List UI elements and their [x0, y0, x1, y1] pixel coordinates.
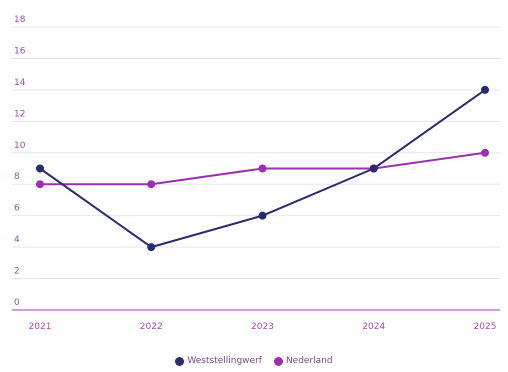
y-tick-label-18: 18	[14, 15, 26, 25]
data-point-weststellingwerf-2021	[36, 164, 44, 173]
y-tick-label-10: 10	[14, 141, 26, 151]
y-tick-label-14: 14	[14, 78, 26, 88]
y-tick-label-6: 6	[14, 204, 20, 214]
legend-item-weststellingwerf[interactable]: Weststellingwerf	[175, 356, 262, 366]
legend-marker-weststellingwerf	[175, 356, 185, 366]
x-tick-label-2024: 2024	[362, 322, 385, 332]
legend-item-nederland[interactable]: Nederland	[273, 356, 333, 366]
data-point-weststellingwerf-2024	[369, 164, 378, 173]
data-point-weststellingwerf-2025	[481, 85, 489, 94]
data-point-nederland-2022	[147, 180, 156, 189]
legend-label-nederland: Nederland	[285, 356, 333, 366]
y-tick-label-0: 0	[14, 298, 20, 308]
legend-label-weststellingwerf: Weststellingwerf	[187, 356, 262, 366]
y-tick-label-12: 12	[14, 109, 25, 119]
y-tick-label-2: 2	[14, 267, 20, 277]
legend-marker-nederland	[273, 356, 283, 366]
chart-legend: Weststellingwerf Nederland	[0, 356, 508, 366]
data-point-nederland-2025	[481, 148, 489, 157]
data-point-nederland-2021	[36, 180, 44, 189]
data-point-weststellingwerf-2023	[258, 211, 267, 220]
x-tick-label-2021: 2021	[29, 322, 52, 332]
data-point-nederland-2023	[258, 164, 267, 173]
x-tick-label-2022: 2022	[140, 322, 163, 332]
x-tick-label-2023: 2023	[251, 322, 274, 332]
data-point-weststellingwerf-2022	[147, 243, 156, 252]
y-tick-label-8: 8	[14, 172, 20, 182]
y-tick-label-4: 4	[14, 235, 20, 245]
x-tick-label-2025: 2025	[474, 322, 497, 332]
y-tick-label-16: 16	[14, 46, 26, 56]
